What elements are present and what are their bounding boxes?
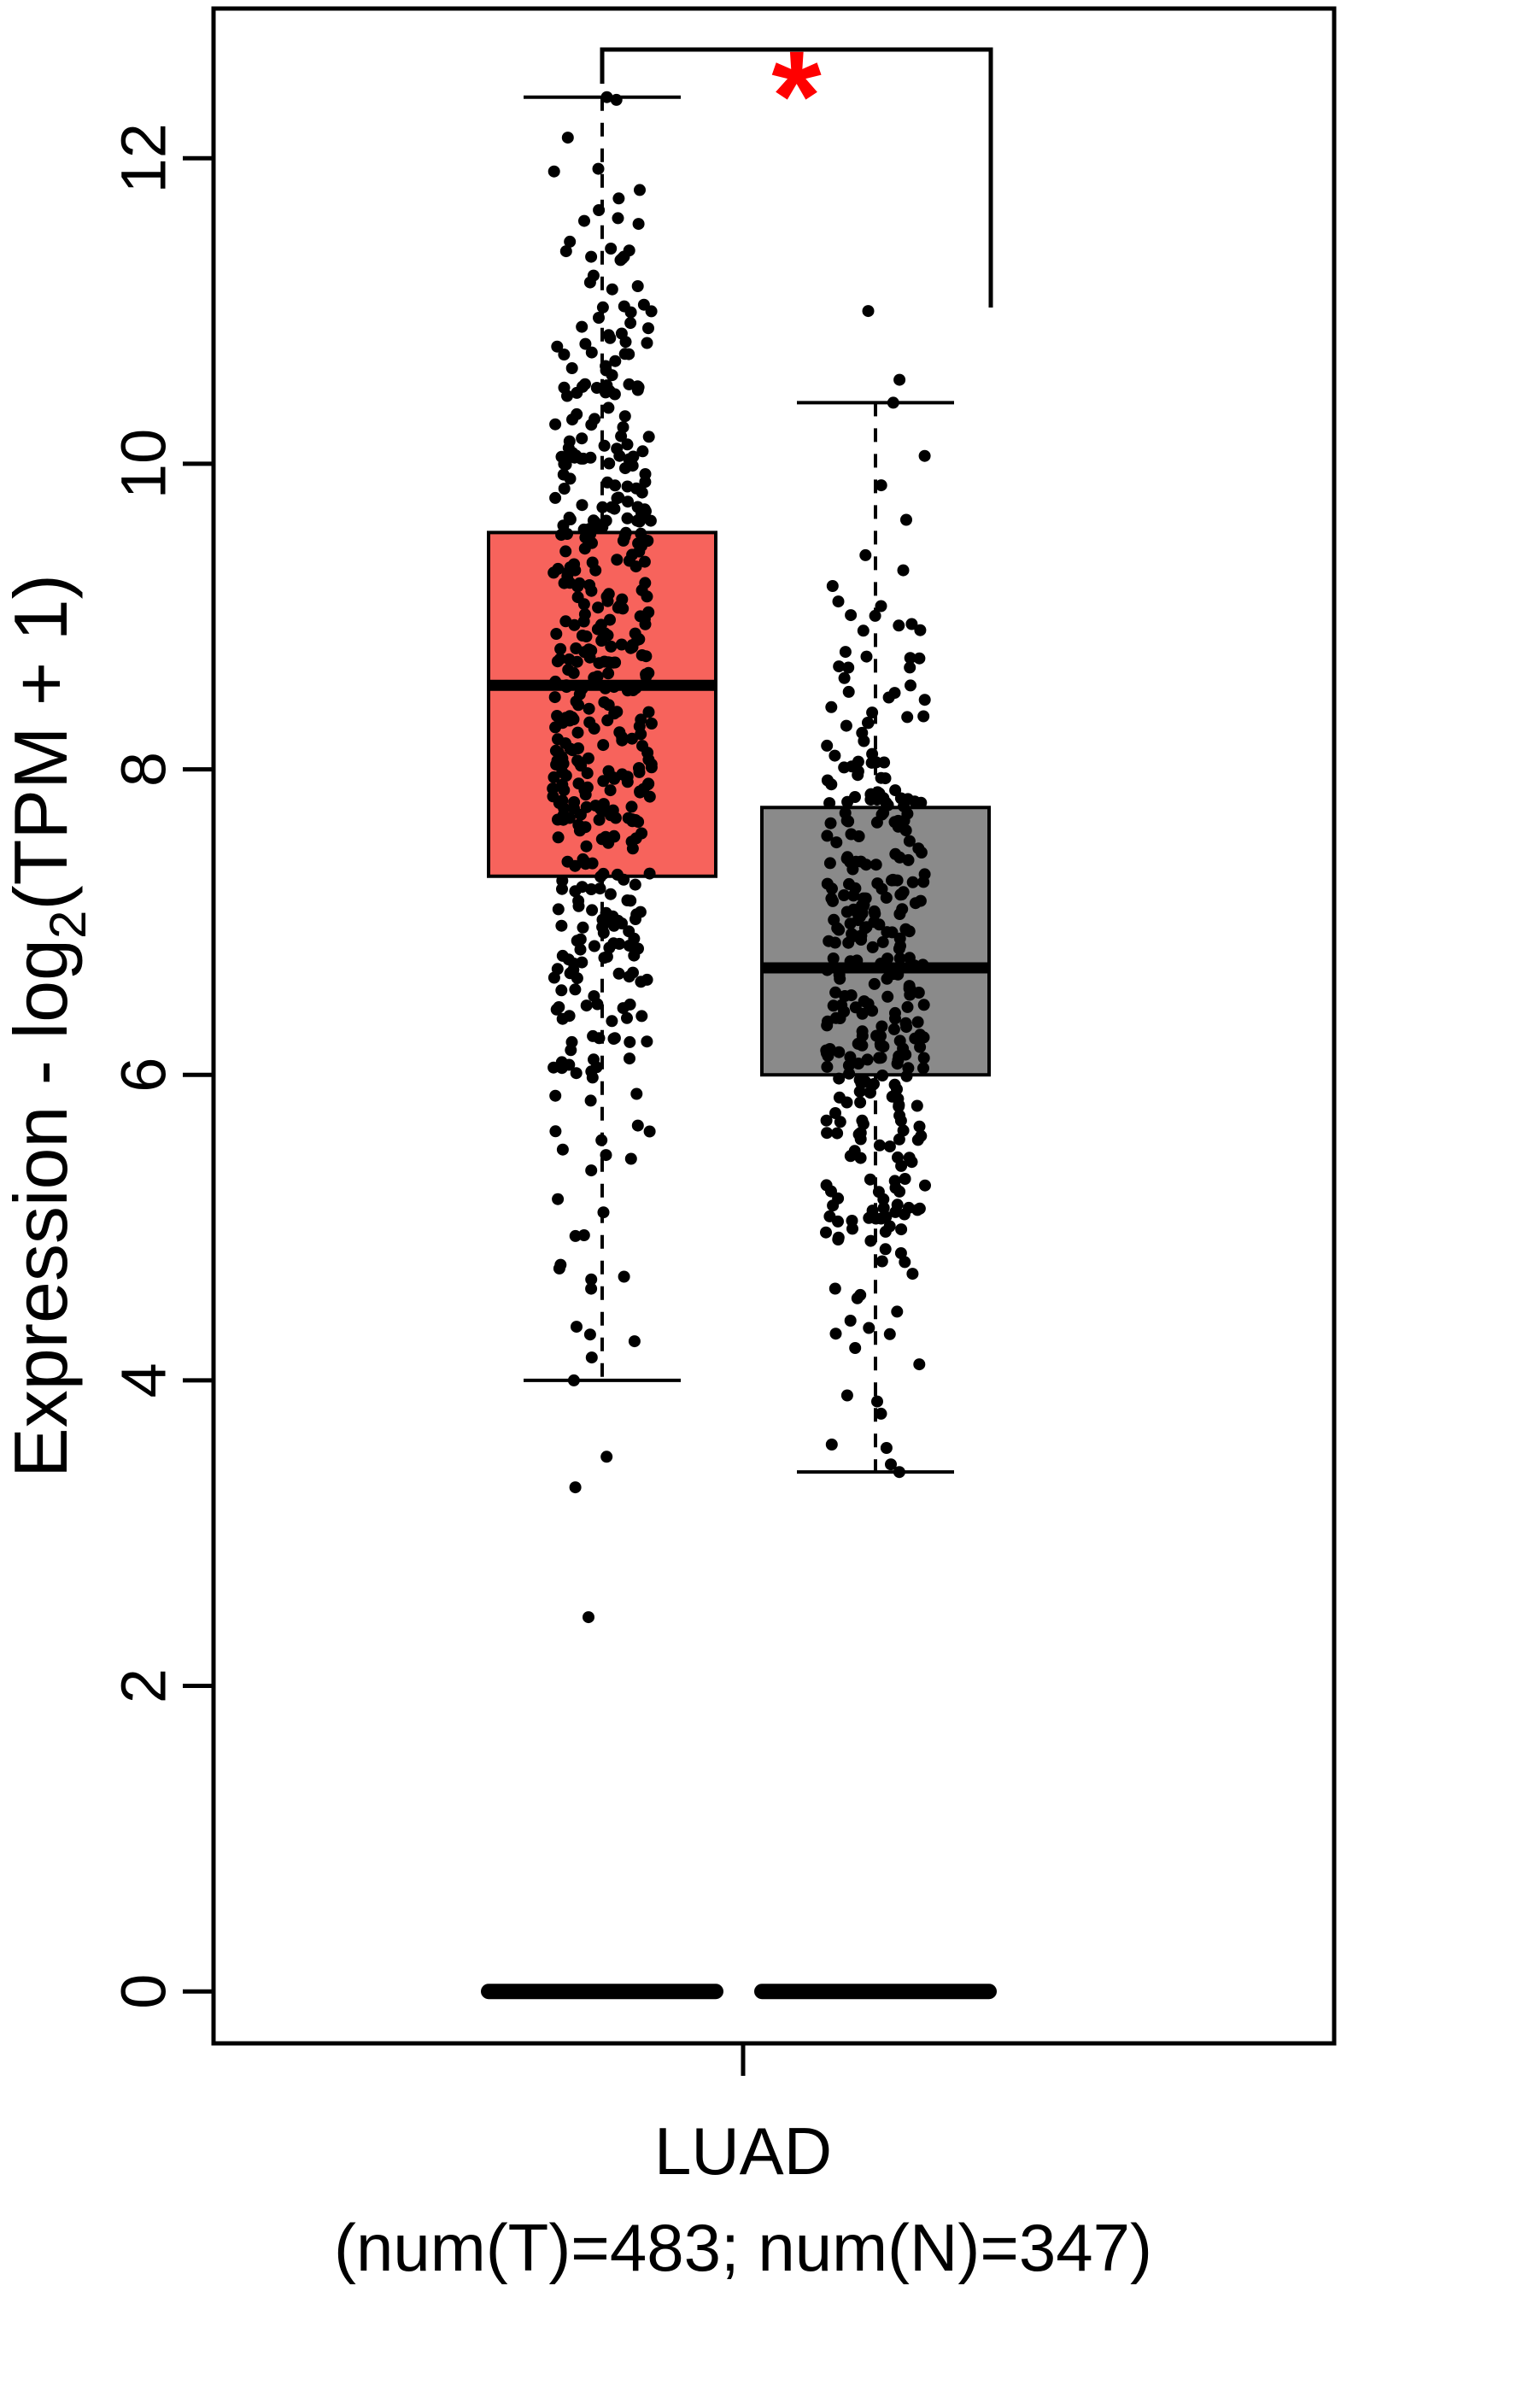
normal-outlier-point xyxy=(887,396,899,409)
y-axis-tick-label: 12 xyxy=(108,123,179,193)
y-axis-tick-label: 6 xyxy=(108,1058,179,1093)
y-axis-title: Expression - log2(TPM + 1) xyxy=(0,574,97,1478)
normal-outlier-point xyxy=(893,1466,905,1479)
significance-bracket xyxy=(600,47,993,308)
tumor-jitter-points xyxy=(547,91,658,1624)
normal-outlier-point xyxy=(885,1458,897,1471)
normal-jitter-points xyxy=(820,305,931,1479)
y-axis-tick-label: 2 xyxy=(108,1668,179,1703)
tumor-outlier-point xyxy=(600,91,613,103)
tumor-outlier-point xyxy=(567,1374,580,1386)
tumor-outlier-point xyxy=(577,1229,590,1241)
significance-asterisk: * xyxy=(771,24,822,167)
normal-outlier-point xyxy=(862,305,875,318)
y-axis-tick-label: 4 xyxy=(108,1363,179,1398)
tumor-outlier-point xyxy=(583,1328,596,1341)
tumor-outlier-point xyxy=(583,1611,594,1624)
x-group-label: LUAD xyxy=(654,2113,832,2189)
tumor-outlier-point xyxy=(585,1351,598,1364)
tumor-outlier-point xyxy=(569,1481,582,1494)
x-group-sublabel: (num(T)=483; num(N)=347) xyxy=(334,2210,1152,2285)
y-axis-tick-label: 8 xyxy=(108,752,179,787)
tumor-outlier-point xyxy=(600,1451,613,1463)
plot-frame xyxy=(211,6,1337,2046)
normal-group xyxy=(754,305,997,2000)
normal-outlier-point xyxy=(893,373,906,386)
y-axis-tick-label: 0 xyxy=(108,1974,179,2009)
tumor-outlier-point xyxy=(585,1282,598,1295)
tumor-outlier-point xyxy=(597,1206,610,1219)
y-axis-tick-label: 10 xyxy=(108,429,179,499)
tumor-group xyxy=(481,91,723,2000)
